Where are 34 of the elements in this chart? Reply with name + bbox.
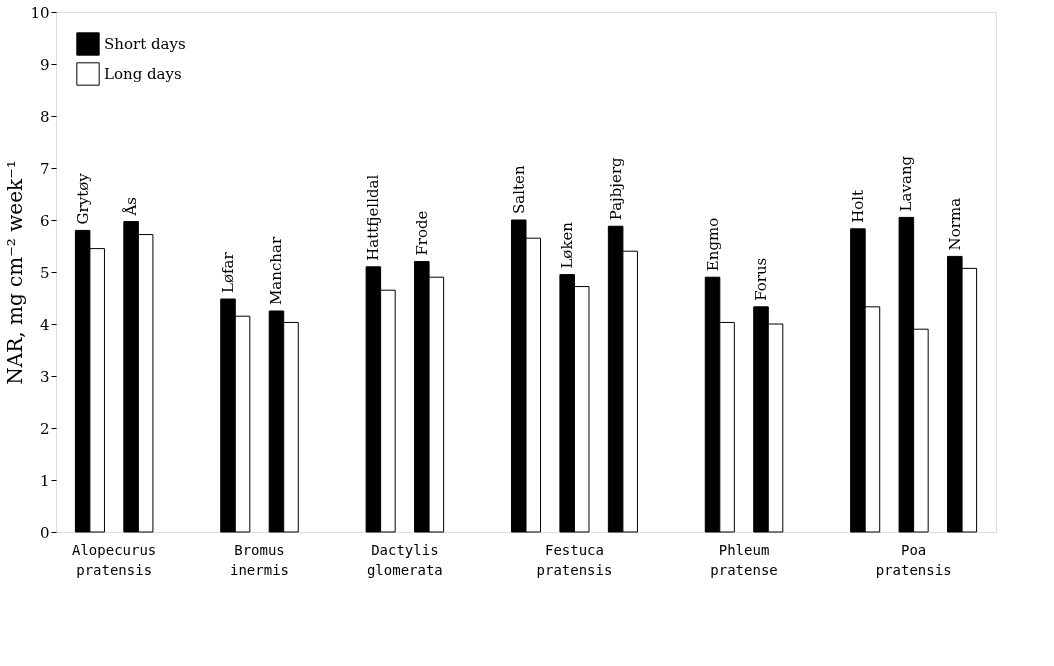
x-tick-label: Pajbjerg bbox=[606, 156, 625, 221]
y-tick-label: 6 bbox=[39, 211, 50, 230]
y-tick-label: 10 bbox=[30, 3, 50, 22]
x-tick-label: Forus bbox=[752, 257, 770, 301]
x-tick-label: Grytøy bbox=[73, 172, 92, 225]
x-tick-label: Engmo bbox=[703, 217, 722, 272]
y-tick-label: 9 bbox=[39, 55, 50, 74]
y-tick-label: 7 bbox=[39, 159, 50, 178]
y-tick-label: 4 bbox=[39, 315, 50, 334]
y-tick-label: 1 bbox=[39, 471, 50, 490]
text: Phleum pratense bbox=[710, 542, 778, 578]
text: Festuca pratensis bbox=[536, 542, 613, 578]
x-tick-label: Manchar bbox=[267, 236, 286, 305]
x-tick-label: Norma bbox=[945, 197, 964, 251]
y-tick-label: 3 bbox=[39, 367, 50, 386]
x-tick-label: Lavang bbox=[897, 155, 916, 212]
y-tick-label: 0 bbox=[39, 523, 50, 542]
x-tick-label: Løfar bbox=[219, 251, 238, 294]
y-axis-title: NAR, mg cm⁻² week⁻¹ bbox=[3, 160, 28, 385]
x-tick-label: Hattfjelldal bbox=[364, 174, 383, 261]
x-tick-label: Frode bbox=[412, 210, 431, 256]
x-tick-label: Holt bbox=[848, 189, 867, 223]
y-tick-label: 5 bbox=[39, 263, 50, 282]
y-tick-label: 2 bbox=[39, 419, 50, 438]
x-tick-label: Ås bbox=[122, 197, 141, 217]
x-tick-label: Salten bbox=[509, 165, 528, 214]
x-tick-label: Løken bbox=[558, 221, 577, 269]
legend-label: Long days bbox=[104, 65, 182, 83]
text: Alopecurus pratensis bbox=[72, 542, 157, 578]
text: Poa pratensis bbox=[875, 542, 952, 578]
legend-label: Short days bbox=[104, 35, 186, 53]
text: Dactylis glomerata bbox=[366, 542, 443, 578]
y-tick-label: 8 bbox=[39, 107, 50, 126]
text: Bromus inermis bbox=[230, 542, 290, 578]
